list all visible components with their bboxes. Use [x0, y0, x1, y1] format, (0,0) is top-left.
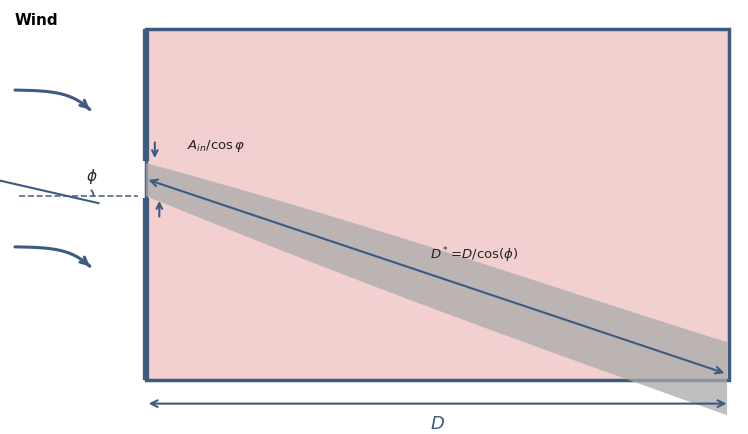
Polygon shape — [146, 30, 729, 381]
Text: $A_{in}/\cos\varphi$: $A_{in}/\cos\varphi$ — [187, 138, 245, 154]
Text: $\phi$: $\phi$ — [86, 167, 97, 186]
Polygon shape — [146, 164, 727, 415]
Text: $D^*\!=\!D/\cos(\phi)$: $D^*\!=\!D/\cos(\phi)$ — [429, 245, 518, 264]
Text: $D$: $D$ — [430, 414, 445, 432]
Text: Wind: Wind — [15, 13, 58, 28]
